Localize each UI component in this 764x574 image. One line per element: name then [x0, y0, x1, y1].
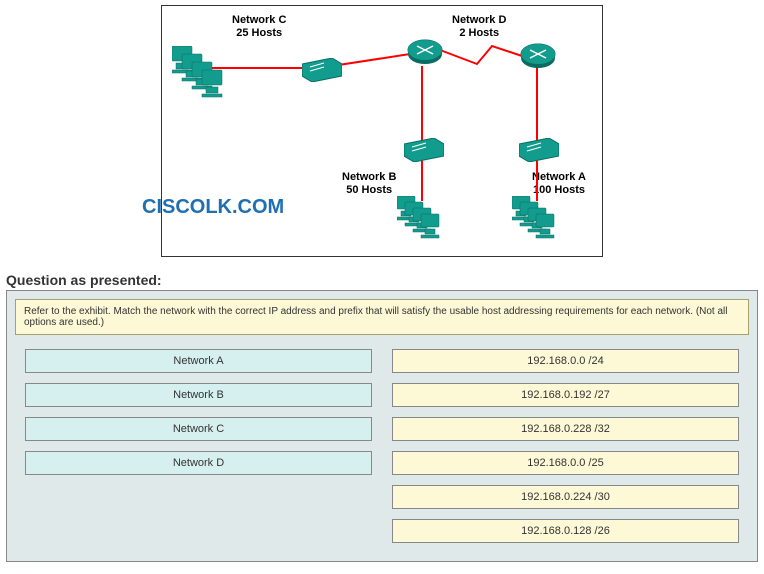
pc-cluster-b — [397, 196, 457, 259]
router-center — [407, 38, 443, 73]
question-heading: Question as presented: — [6, 272, 764, 288]
label-network-a: Network A 100 Hosts — [532, 171, 586, 197]
address-option[interactable]: 192.168.0.228 /32 — [392, 417, 739, 441]
network-option[interactable]: Network D — [25, 451, 372, 475]
question-prompt: Refer to the exhibit. Match the network … — [15, 299, 749, 335]
label-network-c: Network C 25 Hosts — [232, 14, 286, 40]
router-right — [520, 42, 556, 77]
label-network-d: Network D 2 Hosts — [452, 14, 506, 40]
address-option[interactable]: 192.168.0.128 /26 — [392, 519, 739, 543]
network-c-title: Network C — [232, 14, 286, 26]
addresses-column: 192.168.0.0 /24 192.168.0.192 /27 192.16… — [382, 349, 749, 553]
network-option[interactable]: Network B — [25, 383, 372, 407]
address-option[interactable]: 192.168.0.224 /30 — [392, 485, 739, 509]
network-a-hosts: 100 Hosts — [533, 184, 585, 196]
switch-c — [302, 58, 342, 85]
pc-cluster-c — [172, 46, 232, 119]
network-c-hosts: 25 Hosts — [236, 27, 282, 39]
network-a-title: Network A — [532, 171, 586, 183]
exhibit-box: Network C 25 Hosts Network D 2 Hosts Net… — [161, 5, 603, 257]
networks-column: Network A Network B Network C Network D — [15, 349, 382, 553]
address-option[interactable]: 192.168.0.0 /24 — [392, 349, 739, 373]
watermark: CISCOLK.COM — [142, 196, 284, 219]
address-option[interactable]: 192.168.0.192 /27 — [392, 383, 739, 407]
network-d-title: Network D — [452, 14, 506, 26]
network-option[interactable]: Network C — [25, 417, 372, 441]
question-box: Refer to the exhibit. Match the network … — [6, 290, 758, 562]
network-option[interactable]: Network A — [25, 349, 372, 373]
network-b-hosts: 50 Hosts — [346, 184, 392, 196]
pc-cluster-a — [512, 196, 572, 259]
match-columns: Network A Network B Network C Network D … — [15, 349, 749, 553]
switch-a — [519, 138, 559, 165]
address-option[interactable]: 192.168.0.0 /25 — [392, 451, 739, 475]
network-d-hosts: 2 Hosts — [459, 27, 499, 39]
label-network-b: Network B 50 Hosts — [342, 171, 396, 197]
switch-b — [404, 138, 444, 165]
network-b-title: Network B — [342, 171, 396, 183]
